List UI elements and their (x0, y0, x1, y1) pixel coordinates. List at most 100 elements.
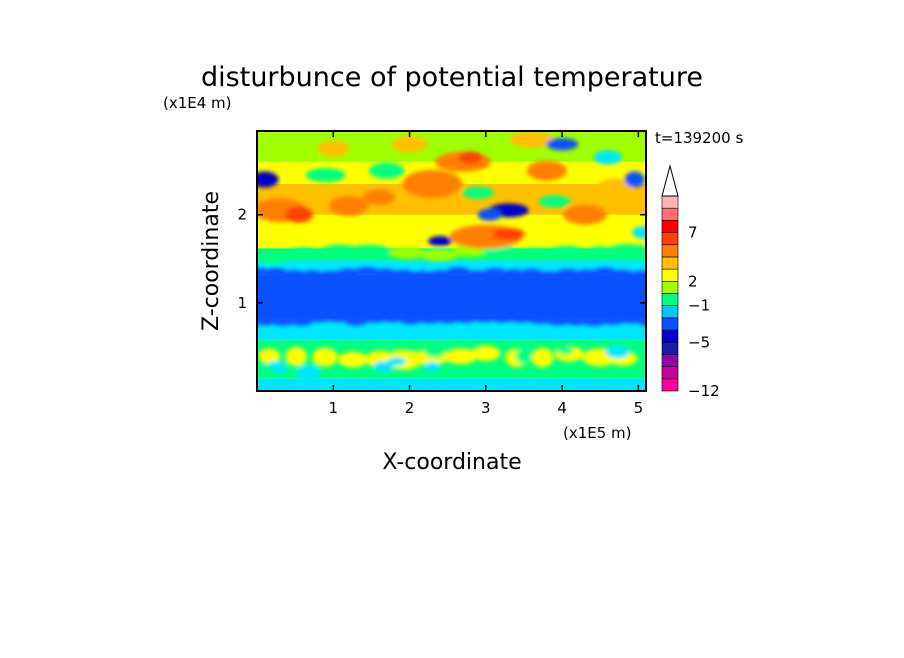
field-cell (318, 270, 343, 281)
x-tick-label: 1 (329, 399, 339, 417)
field-cell (388, 246, 426, 259)
chart-title: disturbunce of potential temperature (201, 62, 703, 93)
field-cell (605, 345, 630, 359)
colorbar-tick-label: 2 (688, 272, 698, 290)
field-cell (637, 316, 646, 326)
field-cell (490, 312, 515, 323)
colorbar-segment (661, 317, 679, 331)
field-cell (257, 171, 279, 188)
field-cell (446, 267, 471, 278)
field-cell (607, 244, 646, 257)
field-cell (368, 162, 405, 179)
colorbar-segment (661, 244, 679, 258)
field-cell (363, 189, 396, 206)
field-cell (545, 315, 570, 326)
field-cell (281, 270, 306, 281)
field-cell (531, 347, 554, 368)
field-cell (632, 226, 646, 239)
field-cell (492, 228, 525, 241)
field-features (257, 131, 646, 381)
x-tick-label: 4 (557, 399, 567, 417)
field-cell (402, 169, 463, 198)
field-cell (289, 315, 314, 326)
field-cell (435, 313, 460, 324)
field-cell (423, 345, 446, 358)
field-cell (284, 206, 313, 223)
colorbar-segment (661, 268, 679, 282)
field-cell (428, 270, 453, 281)
colorbar-segment (661, 207, 679, 221)
plot-frame (256, 130, 647, 392)
x-tick-label: 3 (481, 399, 491, 417)
field-cell (257, 348, 281, 364)
field-cell (263, 267, 288, 278)
field-cell (453, 312, 478, 323)
field-cell (328, 195, 369, 216)
y-axis-ticks: 12 (237, 206, 646, 312)
colorbar-extension (661, 164, 679, 197)
colorbar-segment (661, 256, 679, 270)
field-cell (509, 131, 554, 148)
field-cell (592, 267, 617, 278)
field-cell (600, 314, 625, 325)
field-cell (344, 315, 369, 326)
heatmap-field (257, 131, 646, 391)
x-tick-label: 2 (405, 399, 415, 417)
field-cell (420, 249, 459, 262)
field-cell (482, 268, 507, 279)
field-cell (373, 360, 394, 373)
field-cell (462, 186, 495, 199)
field-cell (611, 270, 636, 281)
field-band (257, 274, 646, 319)
field-cell (472, 311, 497, 322)
y-axis-label: Z-coordinate (199, 191, 224, 331)
field-cell (593, 150, 622, 165)
field-cell (417, 313, 442, 324)
field-cell (515, 247, 557, 260)
field-cell (527, 313, 552, 324)
field-cell (464, 270, 489, 281)
x-tick-label: 5 (634, 399, 644, 417)
field-cell (557, 346, 574, 355)
colorbar-tick-label: −12 (688, 382, 720, 400)
colorbar-segment (661, 341, 679, 355)
field-cell (574, 269, 599, 280)
colorbar-tick-label: −1 (688, 297, 710, 315)
colorbar-segment (661, 220, 679, 233)
y-unit-label: (x1E4 m) (163, 94, 232, 112)
y-tick-label: 2 (237, 206, 247, 224)
field-cell (546, 138, 579, 151)
field-cell (286, 247, 323, 260)
field-cell (325, 312, 350, 323)
field-cell (556, 269, 581, 280)
colorbar-segment (661, 329, 679, 343)
field-cell (380, 312, 405, 323)
field-cell (257, 365, 276, 376)
field-cell (317, 140, 350, 157)
field-cell (257, 252, 289, 265)
field-cell (409, 271, 434, 282)
field-cell (338, 351, 369, 368)
colorbar-segment (661, 293, 679, 306)
field-cell (424, 361, 441, 372)
field-cell (584, 246, 614, 259)
field-cell (336, 268, 361, 279)
colorbar-tick-label: −5 (688, 333, 710, 351)
field-cell (538, 195, 571, 208)
field-band (257, 378, 646, 391)
field-cell (321, 244, 360, 257)
field-cell (629, 271, 646, 282)
field-cell (501, 269, 526, 280)
field-cell (515, 348, 532, 365)
colorbar-segment (661, 378, 679, 392)
field-cell (597, 178, 634, 199)
field-cell (624, 171, 645, 188)
field-cell (348, 244, 390, 257)
field-cell (285, 346, 307, 367)
field-cell (299, 270, 324, 281)
field-cell (391, 136, 428, 153)
colorbar-segment (661, 195, 679, 209)
field-cell (537, 271, 562, 282)
